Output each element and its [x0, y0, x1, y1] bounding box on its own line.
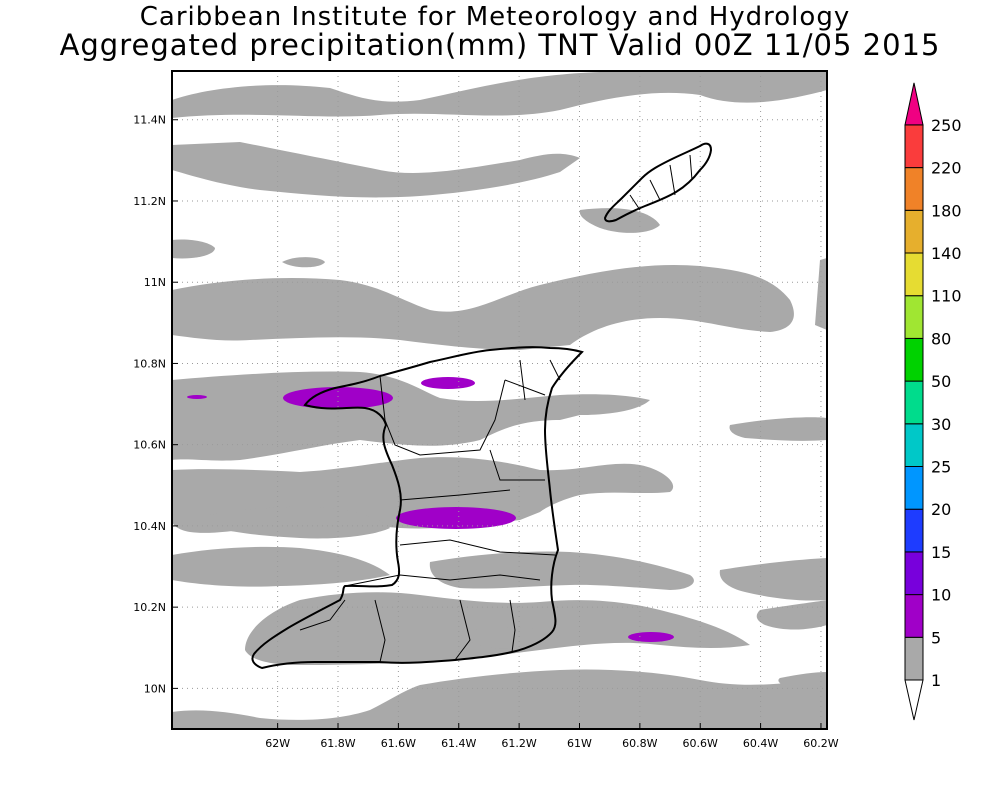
- longitude-axis: 62W 61.8W 61.6W 61.4W 61.2W 61W 60.8W 60.6W 60.4…: [265, 723, 839, 750]
- colorbar-label: 25: [931, 458, 951, 477]
- colorbar-bottom-triangle: [904, 679, 924, 721]
- lat-tick-label: 10N: [144, 682, 166, 695]
- colorbar-label: 180: [931, 201, 962, 220]
- lon-tick-label: 60.2W: [803, 737, 838, 750]
- lon-tick-label: 60.6W: [683, 737, 718, 750]
- lon-tick-label: 60.8W: [622, 737, 657, 750]
- colorbar-label: 30: [931, 415, 951, 434]
- colorbar-label: 5: [931, 628, 941, 647]
- coastlines: [251, 142, 713, 670]
- lon-tick-label: 61.2W: [501, 737, 536, 750]
- colorbar-segment: [904, 252, 924, 297]
- trinidad-coastline: [251, 346, 584, 670]
- colorbar-label: 220: [931, 159, 962, 178]
- colorbar-label: 250: [931, 116, 962, 135]
- colorbar-segment: [904, 124, 924, 169]
- colorbar-label: 140: [931, 244, 962, 263]
- colorbar-segment: [904, 167, 924, 211]
- colorbar-segment: [904, 380, 924, 425]
- colorbar-label: 20: [931, 500, 951, 519]
- colorbar-label: 80: [931, 329, 951, 348]
- colorbar-segment: [904, 466, 924, 510]
- precip-5-10mm-areas: [187, 377, 674, 642]
- colorbar-label: 10: [931, 586, 951, 605]
- admin-boundaries: [299, 154, 693, 663]
- lat-tick-label: 10.8N: [133, 357, 166, 370]
- colorbar-segment: [904, 337, 924, 382]
- plot-frame: [171, 70, 828, 730]
- colorbar-segment: [904, 636, 924, 681]
- lon-tick-label: 61.4W: [441, 737, 476, 750]
- colorbar-label: 1: [931, 671, 941, 690]
- map-gridlines: [172, 71, 827, 729]
- lat-tick-label: 11.4N: [133, 114, 166, 127]
- colorbar-label: 15: [931, 543, 951, 562]
- map-title-line1: Caribbean Institute for Meteorology and …: [139, 2, 851, 32]
- lon-tick-label: 61.8W: [320, 737, 355, 750]
- colorbar-segment: [904, 551, 924, 596]
- colorbar-label: 110: [931, 287, 962, 306]
- lat-tick-label: 10.6N: [133, 439, 166, 452]
- map-plot-area: [172, 71, 827, 729]
- lon-tick-label: 61.6W: [381, 737, 416, 750]
- tobago-coastline: [603, 142, 713, 223]
- colorbar-segment: [904, 508, 924, 553]
- lat-tick-label: 10.2N: [133, 601, 166, 614]
- colorbar-segment: [904, 423, 924, 467]
- colorbar-label: 50: [931, 372, 951, 391]
- lon-tick-label: 60.4W: [743, 737, 778, 750]
- colorbar-segment: [904, 295, 924, 339]
- colorbar-segment: [904, 594, 924, 638]
- lon-tick-label: 61W: [567, 737, 592, 750]
- latitude-axis: 10N 10.2N 10.4N 10.6N 10.8N 11N 11.2N 11.4N: [133, 114, 178, 695]
- colorbar-segment: [904, 209, 924, 254]
- map-title-line2: Aggregated precipitation(mm) TNT Valid 0…: [59, 28, 941, 62]
- lat-tick-label: 10.4N: [133, 520, 166, 533]
- lat-tick-label: 11N: [144, 276, 166, 289]
- lat-tick-label: 11.2N: [133, 195, 166, 208]
- lon-tick-label: 62W: [265, 737, 290, 750]
- colorbar-top-triangle: [904, 82, 924, 126]
- precip-1-5mm-areas: [172, 71, 827, 729]
